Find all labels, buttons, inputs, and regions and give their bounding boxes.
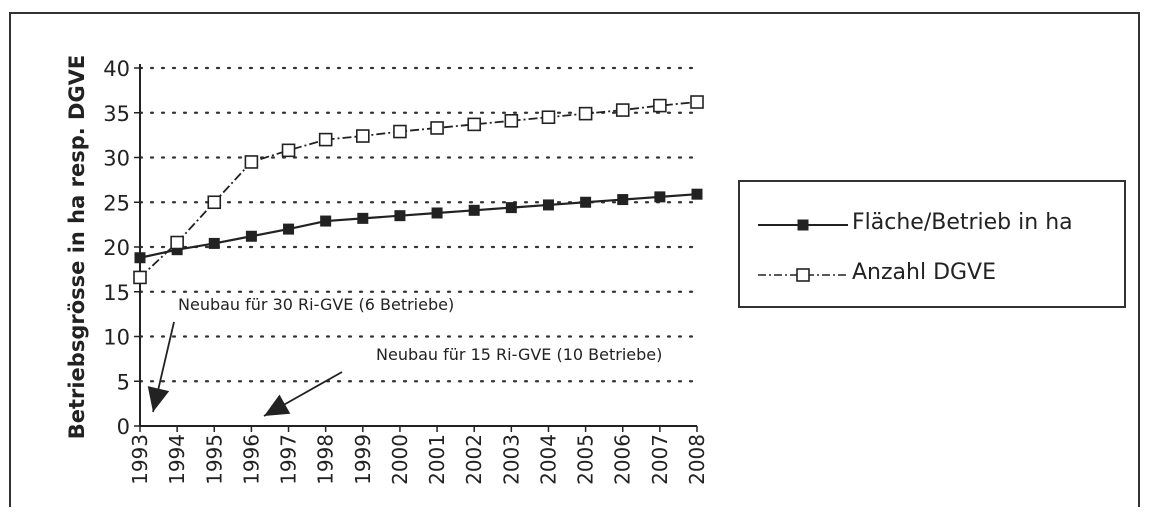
data-point-filled bbox=[617, 194, 629, 206]
x-tick-label: 2003 bbox=[499, 434, 523, 485]
legend-item-flaeche: Fläche/Betrieb in ha bbox=[740, 210, 1124, 240]
legend-swatch-open-square-icon bbox=[758, 268, 848, 282]
y-axis-label: Betriebsgrösse in ha resp. DGVE bbox=[65, 55, 89, 440]
x-tick-label: 1993 bbox=[128, 434, 152, 485]
data-point-filled bbox=[431, 207, 443, 219]
data-point-filled bbox=[134, 252, 146, 264]
data-point-open bbox=[133, 270, 147, 285]
x-tick-label: 1994 bbox=[165, 434, 189, 485]
x-tick-label: 2006 bbox=[611, 434, 635, 485]
x-tick-label: 2005 bbox=[574, 434, 598, 485]
data-point-filled bbox=[654, 191, 666, 203]
data-point-open bbox=[467, 117, 482, 132]
x-tick-label: 1995 bbox=[202, 434, 226, 485]
annotation-arrow-1996-head bbox=[264, 394, 291, 416]
data-point-open bbox=[170, 235, 184, 250]
x-tick-label: 1997 bbox=[277, 434, 301, 485]
data-point-open bbox=[244, 155, 259, 169]
y-tick-label: 20 bbox=[103, 236, 130, 260]
legend: Fläche/Betrieb in ha Anzahl DGVE bbox=[738, 180, 1126, 308]
data-point-open bbox=[355, 129, 370, 143]
data-point-filled bbox=[505, 202, 517, 214]
annotation-text-1996: Neubau für 15 Ri-GVE (10 Betriebe) bbox=[376, 345, 662, 364]
axes: 0 5 10 15 20 25 30 35 40 1993 1994 1995 1996 1997 1998… bbox=[103, 57, 709, 485]
data-point-open bbox=[690, 95, 704, 109]
x-tick-label: 1996 bbox=[239, 434, 263, 485]
y-tick-label: 25 bbox=[103, 191, 130, 215]
data-point-filled bbox=[468, 204, 480, 216]
legend-item-dgve: Anzahl DGVE bbox=[740, 260, 1124, 290]
legend-label: Fläche/Betrieb in ha bbox=[852, 210, 1073, 235]
legend-label: Anzahl DGVE bbox=[852, 260, 997, 285]
x-tick-label: 2001 bbox=[425, 434, 449, 485]
y-tick-label: 5 bbox=[117, 370, 130, 394]
data-point-filled bbox=[357, 212, 369, 224]
data-point-open bbox=[541, 110, 556, 125]
series-layer bbox=[133, 95, 704, 285]
y-tick-label: 15 bbox=[103, 281, 130, 305]
data-point-open bbox=[207, 195, 222, 210]
x-tick-label: 2004 bbox=[536, 434, 560, 485]
y-tick-label: 40 bbox=[103, 57, 130, 81]
legend-swatch-filled-square-icon bbox=[758, 219, 848, 231]
data-point-open bbox=[578, 106, 593, 121]
data-point-filled bbox=[691, 188, 703, 200]
data-point-open bbox=[318, 132, 333, 147]
data-point-open bbox=[393, 124, 407, 139]
grid-lines bbox=[138, 66, 699, 383]
series-line-0 bbox=[139, 193, 698, 259]
y-tick-label: 30 bbox=[103, 147, 130, 171]
x-tick-label: 2007 bbox=[648, 434, 672, 485]
data-point-filled bbox=[542, 199, 554, 211]
data-point-filled bbox=[208, 237, 220, 249]
y-tick-label: 35 bbox=[103, 102, 130, 126]
chart-frame bbox=[9, 12, 1140, 507]
data-point-filled bbox=[245, 230, 257, 242]
x-tick-label: 2000 bbox=[388, 434, 412, 485]
data-point-open bbox=[653, 98, 667, 113]
annotation-text-1993: Neubau für 30 Ri-GVE (6 Betriebe) bbox=[178, 295, 454, 314]
data-point-open bbox=[615, 103, 630, 117]
annotations: Neubau für 30 Ri-GVE (6 Betriebe) Neubau … bbox=[147, 295, 662, 417]
y-tick-label: 10 bbox=[103, 326, 130, 350]
data-point-filled bbox=[394, 210, 406, 222]
data-point-open bbox=[430, 121, 444, 135]
data-point-filled bbox=[320, 215, 332, 227]
y-tick-label: 0 bbox=[117, 415, 130, 439]
annotation-arrow-1993-head bbox=[147, 386, 170, 412]
x-tick-label: 1999 bbox=[351, 434, 375, 485]
data-point-open bbox=[281, 143, 296, 158]
x-tick-label: 2008 bbox=[685, 434, 709, 485]
data-point-filled bbox=[580, 196, 592, 208]
series-line-1 bbox=[139, 101, 698, 279]
x-tick-label: 1998 bbox=[314, 434, 338, 485]
data-point-open bbox=[504, 114, 519, 128]
data-point-filled bbox=[283, 223, 295, 235]
x-tick-label: 2002 bbox=[462, 434, 486, 485]
